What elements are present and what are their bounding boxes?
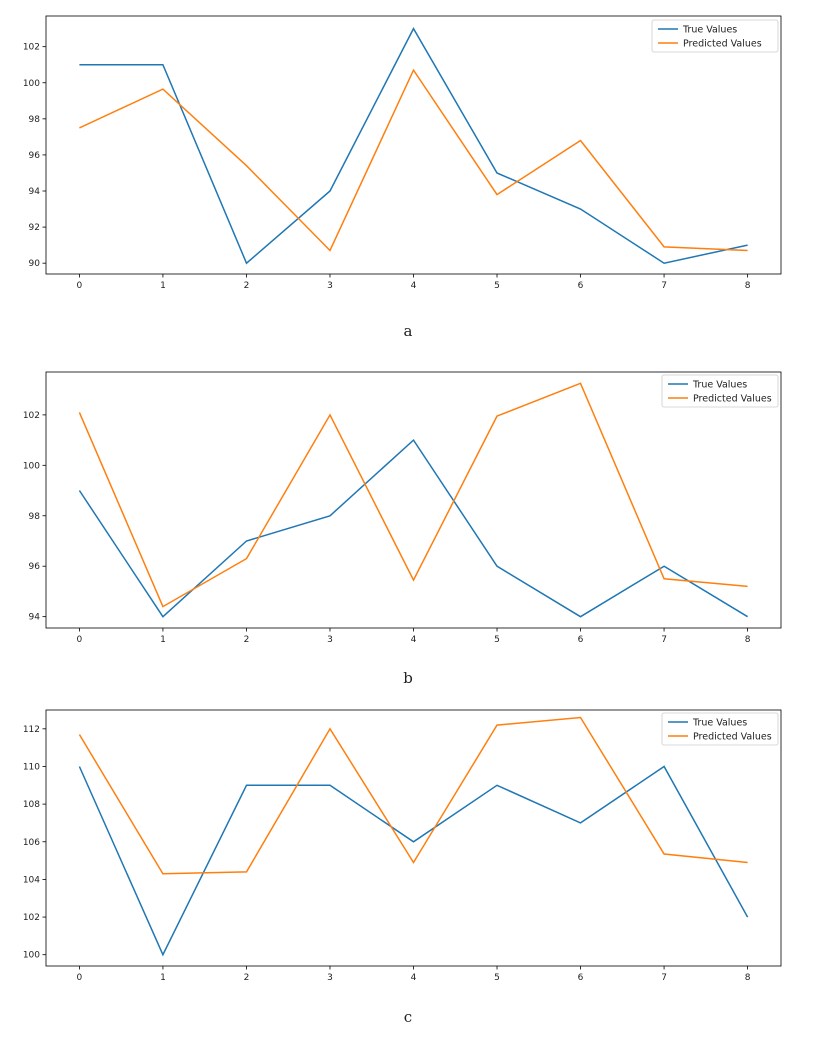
- x-tick-label: 0: [77, 635, 83, 645]
- x-tick-label: 6: [578, 281, 584, 291]
- x-tick-label: 7: [661, 973, 667, 983]
- x-tick-label: 0: [77, 973, 83, 983]
- legend-label-true-values: True Values: [692, 380, 747, 391]
- y-tick-label: 100: [23, 951, 40, 961]
- y-tick-label: 100: [23, 79, 40, 89]
- x-tick-label: 8: [745, 973, 751, 983]
- y-tick-label: 106: [23, 838, 40, 848]
- panel-label: b: [403, 669, 413, 687]
- y-tick-label: 94: [29, 187, 41, 197]
- series-line-predicted-values: [79, 68, 748, 252]
- x-tick-label: 8: [745, 635, 751, 645]
- y-tick-label: 98: [29, 512, 41, 522]
- x-tick-label: 8: [745, 281, 751, 291]
- y-tick-label: 102: [23, 913, 40, 923]
- chart-panel-b: 0 1 2 3 4 5 6 7 8 94 96 98 100 102 True Values Predicte…: [23, 371, 782, 687]
- y-tick-label: 102: [23, 411, 40, 421]
- chart-panel-a: 0 1 2 3 4 5 6 7 8 90 92 94 96 98 100 102 True Values Pred…: [23, 15, 782, 340]
- legend-box: [651, 19, 779, 53]
- x-tick-label: 4: [411, 635, 417, 645]
- legend-label-true-values: True Values: [682, 25, 737, 36]
- series-line-predicted-values: [78, 716, 748, 875]
- x-tick-label: 2: [244, 973, 250, 983]
- x-tick-label: 2: [244, 635, 250, 645]
- x-tick-label: 6: [578, 973, 584, 983]
- y-tick-label: 102: [23, 43, 40, 53]
- x-tick-label: 5: [494, 281, 500, 291]
- y-tick-label: 104: [23, 875, 40, 885]
- x-tick-label: 1: [160, 635, 166, 645]
- chart-panel-c: 0 1 2 3 4 5 6 7 8 100 102 104 106 108 110 112 True Value…: [23, 709, 782, 1026]
- x-tick-label: 1: [160, 973, 166, 983]
- x-tick-label: 2: [244, 281, 250, 291]
- legend-label-true-values: True Values: [692, 718, 747, 729]
- x-tick-label: 4: [411, 973, 417, 983]
- y-tick-label: 92: [29, 223, 40, 233]
- x-tick-label: 0: [77, 281, 83, 291]
- x-tick-label: 3: [327, 635, 333, 645]
- series-line-true-values: [78, 438, 748, 618]
- x-tick-label: 4: [411, 281, 417, 291]
- legend-label-predicted-values: Predicted Values: [693, 732, 772, 743]
- x-tick-label: 7: [661, 635, 667, 645]
- x-tick-label: 6: [578, 635, 584, 645]
- y-tick-label: 90: [29, 259, 41, 269]
- legend-label-predicted-values: Predicted Values: [683, 39, 762, 50]
- x-tick-label: 3: [327, 973, 333, 983]
- series-line-true-values: [79, 27, 748, 265]
- panel-label: c: [404, 1008, 412, 1026]
- series-line-true-values: [78, 765, 749, 957]
- y-tick-label: 108: [23, 800, 40, 810]
- legend-box: [661, 712, 779, 746]
- plot-frame: [45, 709, 782, 967]
- y-tick-label: 110: [23, 762, 40, 772]
- x-tick-label: 5: [494, 973, 500, 983]
- y-tick-label: 96: [29, 562, 41, 572]
- y-tick-label: 112: [23, 725, 40, 735]
- y-tick-label: 94: [29, 613, 41, 623]
- legend-box: [661, 374, 779, 408]
- plot-frame: [45, 15, 782, 275]
- series-line-predicted-values: [78, 382, 748, 608]
- x-tick-label: 3: [327, 281, 333, 291]
- x-tick-label: 5: [494, 635, 500, 645]
- panel-label: a: [404, 322, 413, 340]
- x-tick-label: 7: [661, 281, 667, 291]
- y-tick-label: 96: [29, 151, 41, 161]
- y-tick-label: 98: [29, 115, 41, 125]
- legend-label-predicted-values: Predicted Values: [693, 394, 772, 405]
- x-tick-label: 1: [160, 281, 166, 291]
- y-tick-label: 100: [23, 461, 40, 471]
